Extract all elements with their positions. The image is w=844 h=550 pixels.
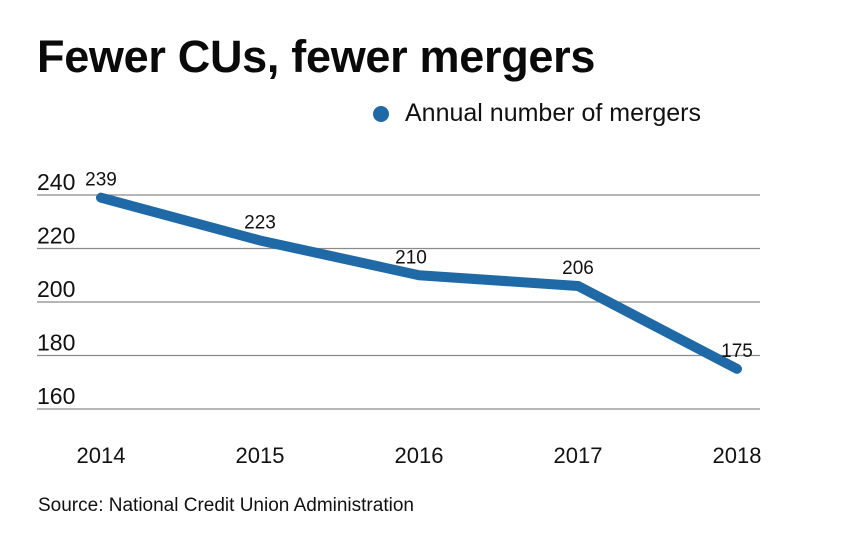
y-tick-label: 220 — [37, 223, 75, 249]
legend: Annual number of mergers — [373, 101, 701, 126]
data-label-2014: 239 — [85, 170, 117, 191]
data-label-2015: 223 — [244, 212, 276, 233]
y-tick-label: 160 — [37, 383, 75, 409]
data-label-2018: 175 — [721, 341, 753, 362]
series-line — [96, 192, 742, 374]
y-tick-label: 180 — [37, 330, 75, 356]
data-label-2017: 206 — [562, 258, 594, 279]
x-tick-label: 2016 — [395, 443, 444, 468]
data-label-2016: 210 — [395, 247, 427, 268]
y-tick-label: 200 — [37, 276, 75, 302]
chart-title: Fewer CUs, fewer mergers — [37, 31, 596, 82]
source-note: Source: National Credit Union Administra… — [38, 495, 414, 516]
x-axis-ticks: 2014 2015 2016 2017 2018 — [77, 443, 762, 468]
x-tick-label: 2015 — [236, 443, 285, 468]
data-labels: 239 223 210 206 175 — [85, 170, 753, 362]
legend-marker-icon — [373, 105, 389, 122]
x-tick-label: 2018 — [713, 443, 762, 468]
x-tick-label: 2017 — [554, 443, 603, 468]
legend-label: Annual number of mergers — [405, 99, 701, 127]
gridlines — [37, 194, 760, 410]
x-tick-label: 2014 — [77, 443, 126, 468]
y-tick-label: 240 — [37, 169, 75, 195]
y-axis-ticks: 240 220 200 180 160 — [37, 169, 75, 409]
series-mergers — [96, 192, 742, 374]
